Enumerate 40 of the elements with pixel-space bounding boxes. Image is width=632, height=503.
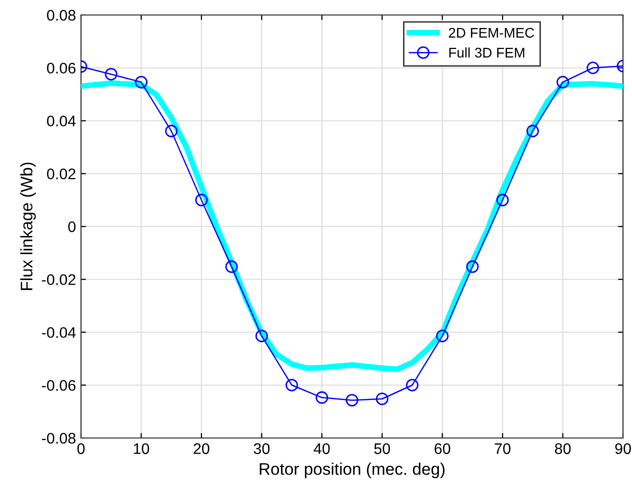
- legend-label: 2D FEM-MEC: [448, 28, 534, 38]
- x-axis-title: Rotor position (mec. deg): [260, 462, 445, 478]
- point: [436, 330, 449, 342]
- x-tick-label: 80: [554, 443, 571, 454]
- point: [496, 194, 509, 206]
- y-tick-label: 0.06: [47, 62, 76, 74]
- point: [346, 394, 358, 406]
- y-tick-label: -0.08: [42, 432, 76, 444]
- x-tick-label: 90: [615, 443, 631, 454]
- y-tick-label: -0.02: [42, 274, 76, 286]
- legend-label: Full 3D FEM: [449, 47, 524, 58]
- x-tick-label: 70: [494, 443, 510, 454]
- x-tick-label: 10: [134, 443, 150, 454]
- x-tick-label: 30: [254, 443, 270, 454]
- y-tick-label: 0.02: [47, 168, 76, 180]
- point: [316, 391, 328, 404]
- x-tick-label: 0: [77, 443, 85, 454]
- x-tick-label: 40: [314, 443, 330, 454]
- point: [526, 124, 539, 138]
- point: [134, 76, 148, 88]
- x-tick-label: 20: [194, 443, 210, 454]
- point: [104, 68, 118, 80]
- y-tick-label: 0.04: [47, 116, 76, 126]
- point: [376, 392, 388, 406]
- point: [556, 76, 570, 88]
- y-tick-label: -0.04: [42, 327, 76, 338]
- point: [406, 378, 418, 392]
- point: [225, 260, 238, 273]
- point: [195, 194, 208, 206]
- point: [466, 260, 479, 273]
- y-tick-label: -0.06: [42, 380, 76, 391]
- x-tick-label: 60: [434, 443, 450, 454]
- point: [586, 62, 600, 74]
- point: [255, 330, 268, 342]
- point: [165, 124, 178, 138]
- y-tick-label: 0: [68, 221, 76, 232]
- x-tick-label: 50: [374, 443, 390, 454]
- point: [286, 378, 298, 392]
- y-axis-title: Flux linkage (Wb): [20, 162, 36, 290]
- y-tick-label: 0.08: [47, 10, 76, 21]
